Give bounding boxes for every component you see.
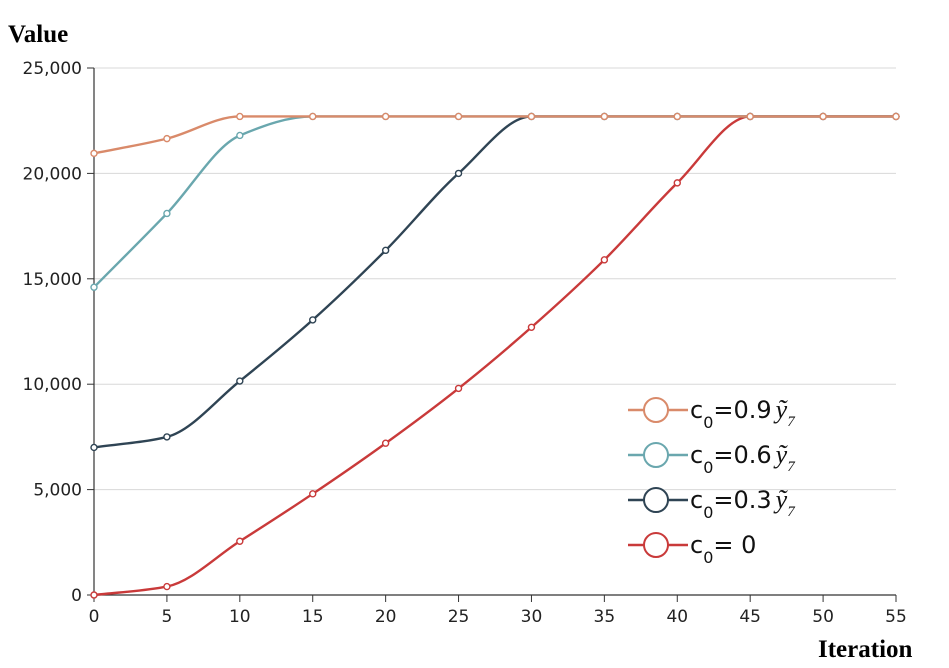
grid-lines [94, 67, 896, 491]
data-point [309, 316, 317, 324]
legend-item-2: c0=0.3 ỹ7 [628, 485, 796, 522]
series-line [93, 115, 896, 155]
data-point [90, 443, 98, 452]
legend-item-3: c0= 0 [628, 531, 756, 567]
series-0 [90, 112, 900, 158]
data-point [163, 582, 171, 591]
y-axis-title: Value [8, 21, 68, 48]
x-tick-label: 40 [666, 607, 688, 627]
data-point [309, 490, 317, 498]
data-point [90, 149, 98, 158]
series-line [93, 115, 896, 289]
series-1 [90, 112, 900, 291]
x-tick-label: 35 [594, 607, 616, 627]
data-point [381, 112, 390, 121]
data-point [527, 112, 536, 121]
data-point [163, 134, 171, 143]
legend-marker [643, 442, 669, 468]
data-point [236, 112, 244, 121]
data-point [236, 377, 244, 385]
y-tick-label: 10,000 [23, 375, 82, 395]
data-point [90, 591, 98, 599]
legend-item-1: c0=0.6 ỹ7 [628, 440, 796, 477]
y-tick-label: 20,000 [23, 164, 82, 184]
x-tick-label: 0 [89, 607, 100, 627]
data-point [236, 131, 244, 140]
x-tick-label: 55 [885, 607, 907, 627]
series-3 [90, 112, 900, 599]
y-tick-label: 15,000 [23, 270, 82, 290]
data-point [309, 112, 317, 121]
legend-label: c0=0.3 ỹ7 [690, 485, 796, 522]
legend-item-0: c0=0.9 ỹ7 [628, 395, 796, 432]
legend-marker [643, 397, 669, 423]
x-axis-title: Iteration [818, 636, 913, 663]
data-point [163, 433, 171, 441]
x-tick-label: 25 [448, 607, 470, 627]
legend: c0=0.9 ỹ7 c0=0.6 ỹ7 c0=0.3 ỹ7 c0= 0 [628, 395, 796, 567]
data-point [454, 112, 463, 121]
legend-label: c0=0.6 ỹ7 [690, 440, 796, 477]
data-point [600, 256, 609, 264]
x-tick-label: 15 [302, 607, 324, 627]
y-tick-label: 5,000 [33, 481, 82, 501]
x-tick-label: 10 [229, 607, 251, 627]
data-point [454, 384, 463, 393]
data-point [892, 112, 900, 121]
x-tick-label: 5 [161, 607, 172, 627]
data-point [673, 112, 681, 121]
data-point [163, 209, 171, 218]
legend-label: c0= 0 [690, 531, 756, 567]
data-point [236, 537, 244, 545]
legend-marker [643, 532, 669, 558]
y-tick-label: 25,000 [23, 59, 82, 79]
data-point [600, 112, 609, 121]
y-tick-label: 0 [71, 586, 82, 606]
data-point [90, 283, 98, 291]
legend-marker [643, 487, 669, 513]
data-point [819, 112, 827, 121]
data-point [527, 323, 536, 331]
axes: 0 5,000 10,000 15,000 20,000 25,000 0 5 10 15 20 25… [23, 59, 907, 627]
legend-label: c0=0.9 ỹ7 [690, 395, 796, 432]
data-point [673, 179, 681, 187]
x-tick-label: 30 [521, 607, 543, 627]
data-point [381, 439, 390, 447]
series-group [90, 112, 900, 599]
x-tick-label: 45 [739, 607, 761, 627]
x-tick-label: 50 [812, 607, 834, 627]
data-point [454, 169, 463, 178]
data-point [381, 246, 390, 255]
x-tick-label: 20 [375, 607, 397, 627]
series-line [93, 115, 896, 597]
data-point [746, 112, 754, 121]
